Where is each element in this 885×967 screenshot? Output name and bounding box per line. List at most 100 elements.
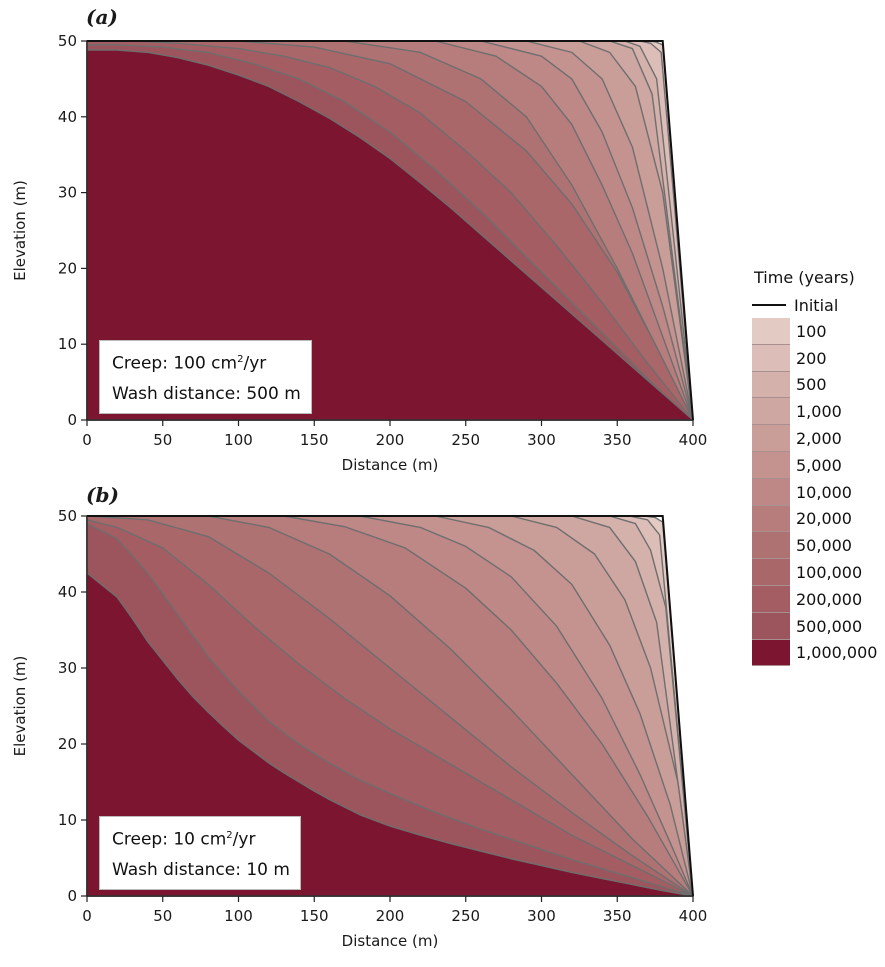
legend-items: 100 200 500 1,000 2,000 5,000 10,000 20,000 50,0…: [752, 318, 882, 667]
legend-swatch: [752, 318, 790, 345]
legend-swatch: [752, 559, 790, 586]
x-tick-label: 50: [153, 431, 172, 449]
legend-label: 5,000: [796, 455, 842, 475]
y-tick-label: 10: [58, 811, 77, 829]
legend-label: 2,000: [796, 429, 842, 449]
wash-distance-b: Wash distance: 10 m: [112, 859, 290, 880]
creep-sup-a: 2: [237, 354, 244, 365]
legend-swatch: [752, 371, 790, 399]
legend-label: 100,000: [796, 563, 863, 583]
initial-profile-line: [87, 515, 694, 897]
legend-swatch: [752, 612, 790, 640]
legend-label: 10,000: [796, 482, 852, 502]
legend-label: 100: [796, 321, 827, 341]
legend-item: 100: [752, 318, 882, 345]
y-tick-label: 40: [58, 108, 77, 126]
wash-distance-a: Wash distance: 500 m: [112, 383, 301, 404]
x-tick-label: 400: [679, 431, 708, 449]
y-tick-label: 50: [58, 32, 77, 50]
x-tick-label: 300: [527, 431, 556, 449]
legend-swatch: [752, 505, 790, 533]
x-tick-label: 200: [376, 431, 405, 449]
y-tick-label: 20: [58, 259, 77, 277]
y-tick-label: 10: [58, 335, 77, 353]
y-tick-label: 30: [58, 184, 77, 202]
x-tick-label: 150: [300, 431, 329, 449]
legend-item: 50,000: [752, 532, 882, 560]
legend-initial: Initial: [752, 292, 882, 318]
x-tick-label: 250: [451, 907, 480, 925]
parameters-box-a: Creep: 100 cm2/yr Wash distance: 500 m: [99, 340, 312, 414]
profile-1000000-years: [86, 49, 694, 421]
y-tick-label: 30: [58, 659, 77, 677]
legend-swatch: [752, 451, 790, 479]
legend-label: 1,000,000: [796, 643, 878, 663]
profile-1000000-years: [86, 572, 694, 897]
x-tick-label: 150: [300, 907, 329, 925]
legend-item: 1,000: [752, 398, 882, 426]
initial-profile-line: [87, 40, 694, 421]
x-tick-label: 100: [224, 431, 253, 449]
x-tick-label: 400: [679, 907, 708, 925]
legend-initial-line: [752, 304, 786, 306]
x-axis-title: Distance (m): [342, 932, 439, 950]
creep-line-b: Creep: 10 cm2/yr: [112, 821, 290, 855]
legend-item: 2,000: [752, 425, 882, 452]
legend-item: 200: [752, 344, 882, 372]
y-tick-label: 40: [58, 583, 77, 601]
creep-unit-a: /yr: [243, 353, 267, 374]
legend-item: 1,000,000: [752, 639, 882, 667]
legend-swatch: [752, 639, 790, 667]
y-tick-label: 50: [58, 507, 77, 525]
y-tick-label: 20: [58, 735, 77, 753]
x-tick-label: 50: [153, 907, 172, 925]
y-tick-label: 0: [67, 887, 77, 905]
y-axis-title: Elevation (m): [11, 656, 29, 757]
legend-swatch: [752, 532, 790, 560]
creep-sup-b: 2: [226, 830, 233, 841]
parameters-box-b: Creep: 10 cm2/yr Wash distance: 10 m: [99, 816, 301, 890]
x-tick-label: 200: [376, 907, 405, 925]
legend-label: 500: [796, 375, 827, 395]
legend-item: 100,000: [752, 559, 882, 586]
legend-item: 500: [752, 371, 882, 399]
legend-swatch: [752, 398, 790, 426]
x-axis-title: Distance (m): [342, 456, 439, 474]
legend-title: Time (years): [754, 268, 855, 287]
legend-label: 500,000: [796, 616, 863, 636]
panel-a: 0 50 100 150 200 250 300 350 400 0 10 20 30 40 50 Dista…: [0, 0, 740, 482]
legend-swatch: [752, 585, 790, 613]
x-tick-label: 0: [82, 907, 92, 925]
creep-label-a: Creep: 100 cm: [112, 353, 238, 374]
panel-label: (b): [86, 483, 119, 507]
x-tick-label: 350: [603, 907, 632, 925]
x-tick-label: 250: [451, 431, 480, 449]
creep-label-b: Creep: 10 cm: [112, 829, 227, 850]
chart-b: 0 50 100 150 200 250 300 350 400 0 10 20 30 40 50 Dista…: [11, 483, 708, 950]
x-tick-label: 350: [603, 431, 632, 449]
legend-item: 500,000: [752, 612, 882, 640]
legend-label: 1,000: [796, 402, 842, 422]
legend-label: 50,000: [796, 536, 852, 556]
legend-label: 20,000: [796, 509, 852, 529]
x-tick-label: 100: [224, 907, 253, 925]
creep-line-a: Creep: 100 cm2/yr: [112, 345, 301, 379]
panel-b: 0 50 100 150 200 250 300 350 400 0 10 20 30 40 50 Dista…: [0, 478, 740, 967]
legend-initial-label: Initial: [794, 295, 839, 315]
y-tick-label: 0: [67, 411, 77, 429]
legend-swatch: [752, 478, 790, 506]
legend-item: 5,000: [752, 451, 882, 479]
legend-item: 20,000: [752, 505, 882, 533]
legend-swatch: [752, 344, 790, 372]
legend-item: 10,000: [752, 478, 882, 506]
legend-label: 200: [796, 348, 827, 368]
x-tick-label: 0: [82, 431, 92, 449]
panel-label: (a): [86, 5, 118, 29]
legend-label: 200,000: [796, 589, 863, 609]
legend-item: 200,000: [752, 585, 882, 613]
chart-a: 0 50 100 150 200 250 300 350 400 0 10 20 30 40 50 Dista…: [11, 5, 708, 474]
legend: Time (years) Initial 100 200 500 1,000 2,000…: [752, 268, 882, 667]
x-tick-label: 300: [527, 907, 556, 925]
creep-unit-b: /yr: [232, 829, 256, 850]
legend-swatch: [752, 425, 790, 452]
